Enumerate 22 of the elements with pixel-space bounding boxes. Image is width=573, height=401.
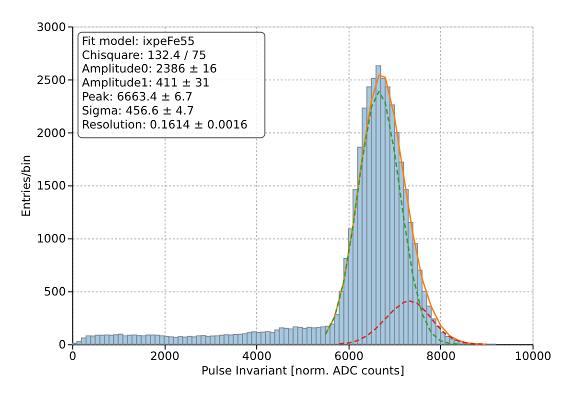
annotation: Resolution: 0.1614 ± 0.0016 (82, 118, 248, 132)
x-tick-label: 6000 (334, 349, 364, 364)
x-tick-label: 2000 (150, 349, 180, 364)
x-tick-label: 10000 (514, 349, 552, 364)
y-tick-label: 1500 (36, 178, 66, 193)
y-tick-label: 500 (44, 284, 66, 299)
annotation: Chisquare: 132.4 / 75 (82, 48, 206, 62)
x-tick-label: 8000 (426, 349, 456, 364)
annotation: Sigma: 456.6 ± 4.7 (82, 104, 194, 118)
y-tick-label: 0 (58, 338, 66, 352)
annotation: Peak: 6663.4 ± 6.7 (82, 90, 193, 104)
annotation: Amplitude0: 2386 ± 16 (82, 62, 218, 76)
annotation: Fit model: ixpeFe55 (82, 34, 195, 48)
x-axis-title: Pulse Invariant [norm. ADC counts] (201, 364, 404, 378)
y-tick-label: 2000 (36, 126, 66, 140)
y-tick-label: 2500 (36, 72, 66, 87)
x-tick-label: 0 (69, 349, 76, 364)
y-axis-title: Entries/bin (18, 154, 33, 217)
y-tick-label: 3000 (36, 20, 66, 34)
y-tick-label: 1000 (36, 232, 66, 246)
x-tick-label: 4000 (242, 349, 272, 364)
annotation: Amplitude1: 411 ± 31 (82, 76, 210, 90)
